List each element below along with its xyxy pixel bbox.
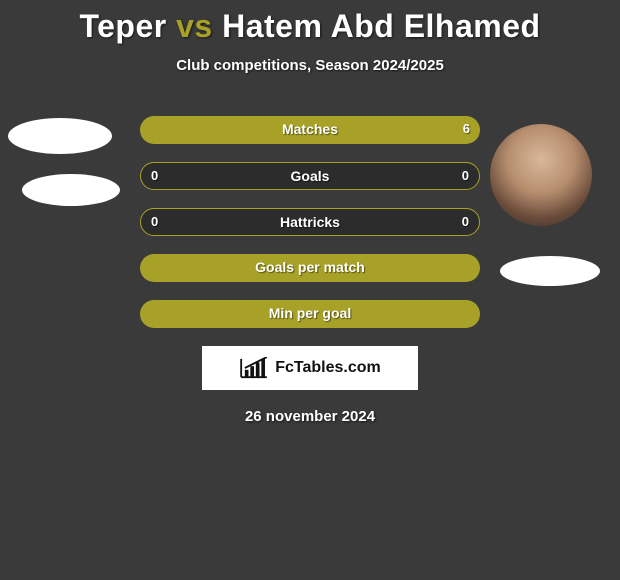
stat-value-right: 6 [463, 116, 470, 142]
comparison-date: 26 november 2024 [0, 408, 620, 425]
chart-icon [239, 357, 269, 379]
site-logo-text: FcTables.com [275, 359, 381, 377]
comparison-title: Teper vs Hatem Abd Elhamed [0, 0, 620, 45]
comparison-subtitle: Club competitions, Season 2024/2025 [0, 57, 620, 74]
vs-separator: vs [176, 8, 213, 44]
stat-row: Matches6 [140, 116, 480, 144]
stat-value-left: 0 [151, 209, 158, 235]
player-right-name: Hatem Abd Elhamed [222, 8, 540, 44]
site-logo: FcTables.com [202, 346, 418, 390]
stat-row: Goals0 0 [140, 162, 480, 190]
stats-container: Matches6Goals00Hattricks00Goals per matc… [0, 116, 620, 328]
stat-value-right: 0 [462, 209, 469, 235]
stat-row: Min per goal [140, 300, 480, 328]
stat-label: Hattricks [141, 209, 479, 235]
stat-label: Matches [140, 116, 480, 142]
stat-row: Hattricks0 0 [140, 208, 480, 236]
stat-value-left: 0 [151, 163, 158, 189]
player-left-name: Teper [79, 8, 166, 44]
stat-value-right: 0 [462, 163, 469, 189]
stat-label: Goals [141, 163, 479, 189]
stat-label: Goals per match [140, 254, 480, 280]
stat-label: Min per goal [140, 300, 480, 326]
stat-row: Goals per match [140, 254, 480, 282]
